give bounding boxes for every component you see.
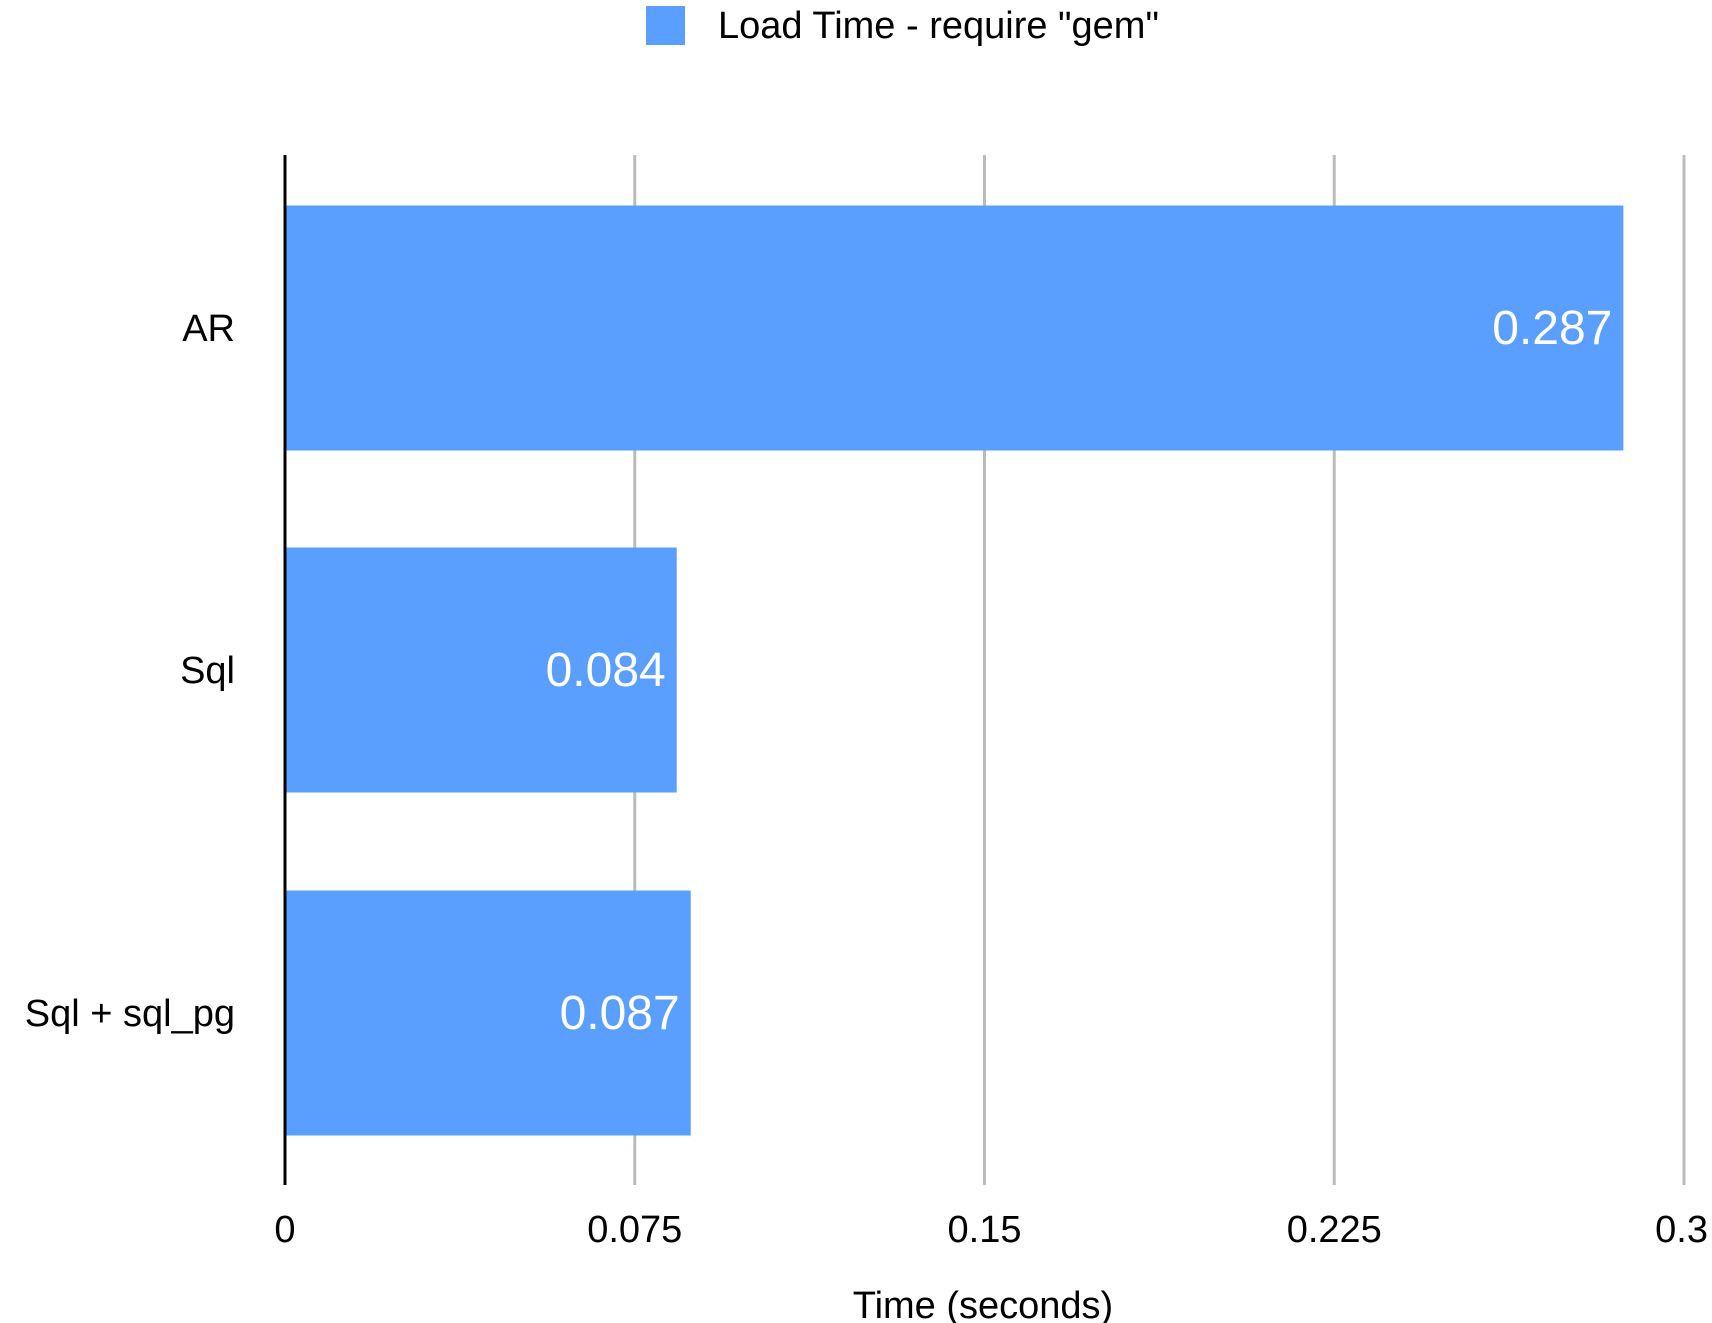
x-tick-label-3: 0.225	[1287, 1209, 1382, 1251]
bars: 0.287 0.084 0.087	[285, 205, 1624, 1136]
bar-1	[285, 547, 677, 793]
bar-2	[285, 890, 691, 1136]
category-label-1: Sql	[180, 650, 235, 692]
legend: Load Time - require "gem"	[646, 5, 1159, 47]
legend-swatch	[646, 6, 685, 45]
data-label-0: 0.287	[1492, 302, 1612, 355]
x-tick-label-0: 0	[274, 1209, 295, 1251]
bar-0	[285, 205, 1624, 451]
data-label-2: 0.087	[560, 987, 680, 1040]
x-tick-label-2: 0.15	[948, 1209, 1022, 1251]
category-label-2: Sql + sql_pg	[25, 993, 235, 1035]
data-label-1: 0.084	[546, 644, 666, 697]
x-tick-label-4: 0.3	[1655, 1209, 1708, 1251]
legend-label: Load Time - require "gem"	[718, 5, 1159, 47]
x-axis-title: Time (seconds)	[853, 1285, 1113, 1323]
x-tick-labels: 0 0.075 0.15 0.225 0.3	[274, 1209, 1708, 1251]
category-labels: AR Sql Sql + sql_pg	[25, 308, 235, 1035]
x-tick-label-1: 0.075	[587, 1209, 682, 1251]
category-label-0: AR	[182, 308, 235, 350]
